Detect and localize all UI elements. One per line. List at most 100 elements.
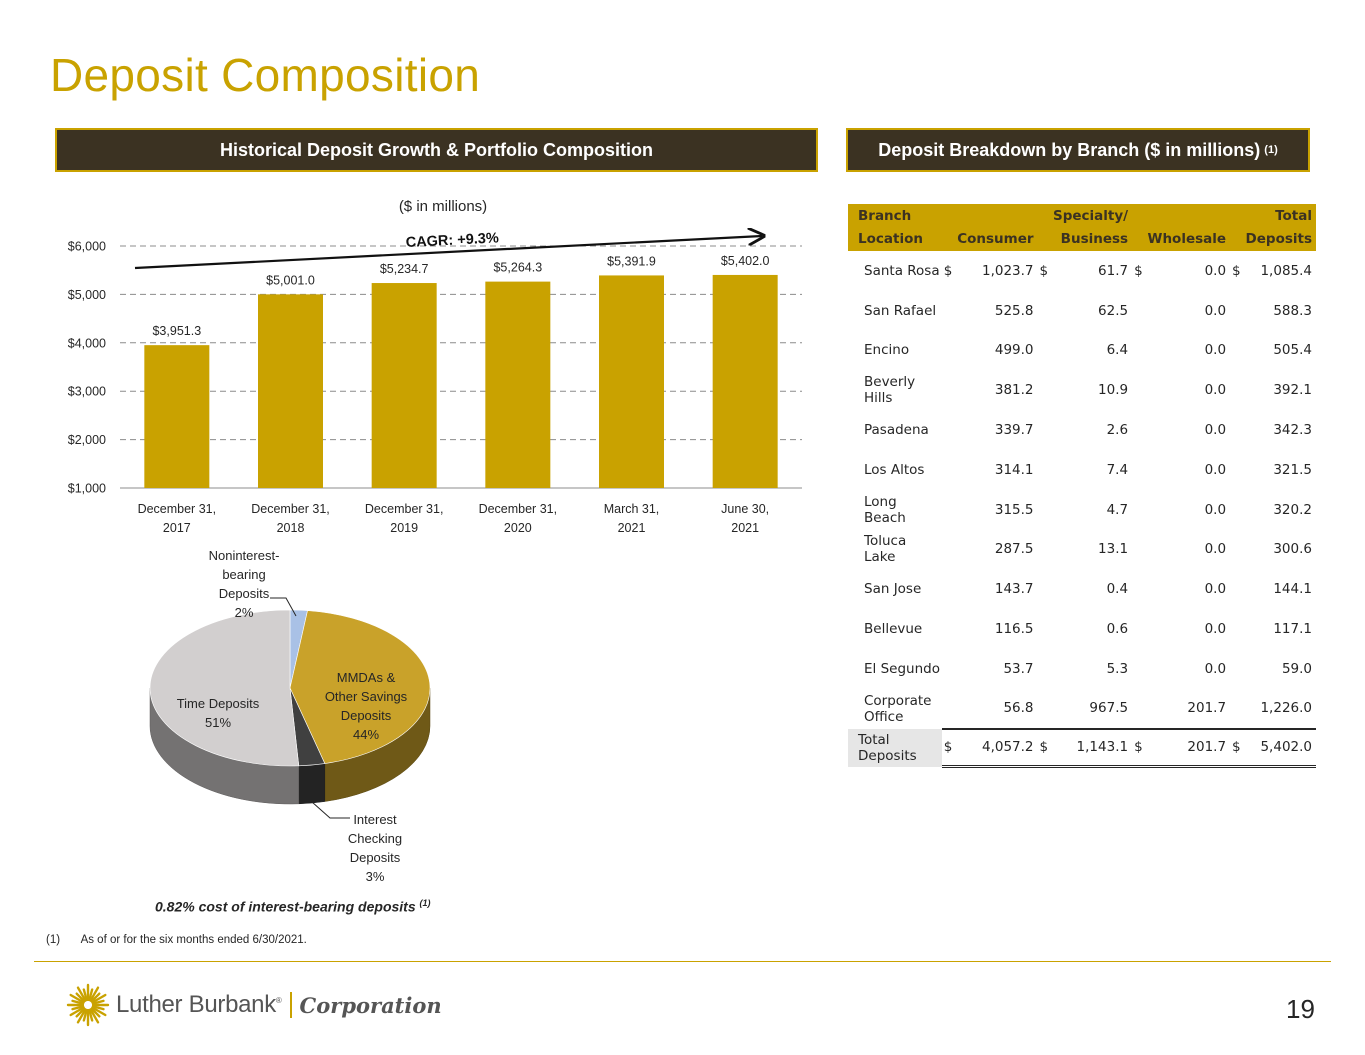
- table-row: San Jose 143.7 0.4 0.0 144.1: [848, 569, 1316, 609]
- col-header-total-top: Total: [1275, 208, 1312, 224]
- branch-name: El Segundo: [864, 660, 940, 677]
- y-tick-label: $6,000: [68, 240, 106, 254]
- branch-name: Pasadena: [864, 422, 929, 439]
- x-tick-label: 2020: [504, 521, 532, 535]
- leader-line: [270, 597, 297, 617]
- bar-data-label: $5,391.9: [607, 254, 656, 268]
- total-value: 300.6: [1273, 541, 1312, 558]
- currency-symbol: [942, 370, 953, 410]
- wholesale-value: 0.0: [1204, 461, 1227, 478]
- currency-symbol: [1038, 569, 1049, 609]
- consumer-value: 315.5: [994, 501, 1034, 518]
- currency-symbol: [1230, 530, 1241, 570]
- table-row: Bellevue 116.5 0.6 0.0 117.1: [848, 609, 1316, 649]
- bar: [144, 345, 210, 488]
- currency-symbol: [1038, 490, 1049, 530]
- currency-symbol: [1038, 649, 1049, 689]
- col-header-spacer: [1037, 204, 1049, 251]
- pie-label-interest-checking: Deposits: [350, 850, 401, 865]
- total-value: 5,402.0: [1241, 727, 1316, 769]
- table-row: San Rafael 525.8 62.5 0.0 588.3: [848, 291, 1316, 331]
- currency-symbol: [1132, 291, 1143, 331]
- x-tick-label: 2019: [390, 521, 418, 535]
- col-header-total-bottom: Deposits: [1245, 231, 1312, 247]
- x-tick-label: March 31,: [604, 502, 660, 516]
- wholesale-value: 0.0: [1204, 262, 1227, 279]
- currency-symbol: $: [1132, 727, 1144, 769]
- pie-label-interest-checking: Checking: [348, 831, 402, 846]
- branch-name: Santa Rosa: [864, 262, 940, 279]
- pie-label-interest-checking: Interest: [353, 812, 397, 827]
- total-value: 342.3: [1273, 422, 1312, 439]
- currency-symbol: [1230, 331, 1241, 371]
- cagr-arrow: [134, 236, 762, 270]
- branch-name: San Rafael: [864, 302, 937, 319]
- currency-symbol: $: [943, 262, 953, 279]
- col-header-specialty-bottom: Business: [1060, 231, 1129, 247]
- currency-symbol: $: [941, 727, 954, 769]
- section-header-branch-footnote: (1): [1264, 144, 1278, 156]
- currency-symbol: [1038, 530, 1049, 570]
- col-header-spacer: [1132, 204, 1144, 251]
- y-tick-label: $5,000: [68, 288, 106, 302]
- x-tick-label: December 31,: [365, 502, 444, 516]
- consumer-value: 56.8: [1003, 700, 1034, 717]
- currency-symbol: [1132, 569, 1143, 609]
- branch-name: Corporate Office: [864, 692, 932, 725]
- currency-symbol: [1230, 410, 1241, 450]
- consumer-value: 499.0: [994, 342, 1034, 359]
- specialty-value: 2.6: [1106, 422, 1129, 439]
- table-header-row: Branch Location Consumer Specialty/ Busi…: [848, 204, 1316, 251]
- currency-symbol: [1038, 331, 1049, 371]
- branch-name: Toluca Lake: [864, 533, 907, 566]
- specialty-value: 4.7: [1106, 501, 1129, 518]
- currency-symbol: [1038, 450, 1049, 490]
- page-title: Deposit Composition: [50, 49, 481, 101]
- wholesale-value: 0.0: [1204, 302, 1227, 319]
- currency-symbol: [942, 530, 953, 570]
- specialty-value: 61.7: [1098, 262, 1129, 279]
- branch-name: Total Deposits: [848, 728, 942, 767]
- branch-name: Encino: [864, 342, 910, 359]
- currency-symbol: [1132, 331, 1143, 371]
- x-tick-label: 2021: [618, 521, 646, 535]
- total-value: 392.1: [1273, 382, 1312, 399]
- footer-divider: [34, 961, 1331, 962]
- section-header-historical: Historical Deposit Growth & Portfolio Co…: [55, 128, 818, 172]
- branch-name: Bellevue: [864, 621, 923, 638]
- currency-symbol: [1230, 450, 1241, 490]
- leader-line: [311, 801, 350, 819]
- table-row: Pasadena 339.7 2.6 0.0 342.3: [848, 410, 1316, 450]
- logo-brand-text: Luther Burbank®: [116, 991, 282, 1019]
- deposit-growth-bar-chart: ($ in millions) $1,000 $2,000 $3,000 $4,000 $…: [68, 198, 802, 535]
- col-header-location: Branch Location: [848, 204, 942, 251]
- y-tick-label: $2,000: [68, 433, 106, 447]
- currency-symbol: [1230, 689, 1241, 729]
- consumer-value: 53.7: [1003, 660, 1034, 677]
- wholesale-value: 0.0: [1204, 382, 1227, 399]
- wholesale-value: 0.0: [1204, 501, 1227, 518]
- pie-label-noninterest: Deposits: [219, 586, 270, 601]
- branch-deposit-table: Branch Location Consumer Specialty/ Busi…: [848, 204, 1316, 769]
- total-value: 1,085.4: [1260, 262, 1312, 279]
- x-tick-label: December 31,: [138, 502, 217, 516]
- specialty-value: 10.9: [1098, 382, 1129, 399]
- col-header-wholesale: Wholesale: [1143, 204, 1231, 251]
- currency-symbol: [1230, 649, 1241, 689]
- logo-separator: [289, 992, 292, 1018]
- currency-symbol: [942, 410, 953, 450]
- currency-symbol: [1132, 450, 1143, 490]
- pie-label-noninterest: Noninterest-: [209, 548, 280, 563]
- pie-label-mmda: Other Savings: [325, 689, 408, 704]
- chart-title: ($ in millions): [399, 198, 487, 215]
- deposit-composition-pie-chart: Noninterest-bearing Deposits 2% MMDAs & Othe…: [149, 548, 431, 884]
- specialty-value: 0.6: [1106, 621, 1129, 638]
- currency-symbol: [942, 569, 953, 609]
- consumer-value: 116.5: [994, 621, 1034, 638]
- bar: [485, 281, 551, 488]
- cost-of-deposits-note: 0.82% cost of interest-bearing deposits …: [155, 898, 431, 915]
- bar-data-label: $5,402.0: [721, 254, 770, 268]
- bar-data-label: $5,264.3: [493, 261, 542, 275]
- col-header-specialty: Specialty/ Business: [1048, 204, 1133, 251]
- currency-symbol: [942, 649, 953, 689]
